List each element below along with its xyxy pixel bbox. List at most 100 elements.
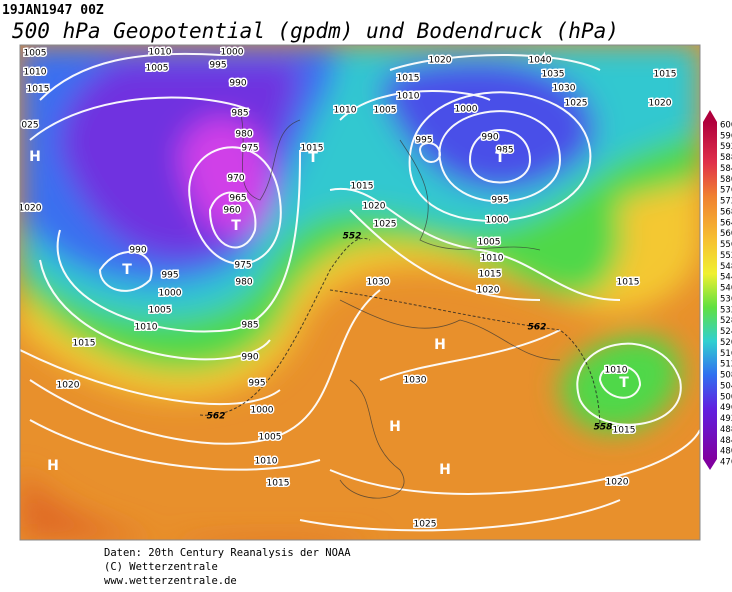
isobar-label: 1040 xyxy=(529,56,552,66)
isobar-label: 980 xyxy=(235,278,252,288)
isobar-label: 025 xyxy=(21,121,38,131)
isobar-label: 995 xyxy=(248,379,265,389)
isobar-label: 1005 xyxy=(149,306,172,316)
isobar-label: 1010 xyxy=(397,92,420,102)
isobar-label: 1015 xyxy=(301,144,324,154)
isobar-label: 990 xyxy=(229,79,246,89)
isobar-label: 985 xyxy=(496,146,513,156)
isobar-label: 990 xyxy=(481,133,498,143)
contour-label: 552 xyxy=(343,232,362,242)
colorbar-tick-label: 492 xyxy=(720,414,732,424)
isobar-label: 975 xyxy=(241,144,258,154)
isobar-label: 1020 xyxy=(606,478,629,488)
map-title: 500 hPa Geopotential (gpdm) und Bodendru… xyxy=(12,19,619,43)
colorbar-tick-label: 516 xyxy=(720,349,732,359)
isobar-label: 1030 xyxy=(553,84,576,94)
contour-label: 562 xyxy=(207,412,226,422)
colorbar-tick-label: 504 xyxy=(720,381,732,391)
isobar-label: 1010 xyxy=(481,254,504,264)
isobar-label: 1015 xyxy=(73,339,96,349)
isobar-label: 985 xyxy=(231,109,248,119)
colorbar-tick-label: 484 xyxy=(720,436,732,446)
colorbar-tick-label: 532 xyxy=(720,305,732,315)
pressure-center: T xyxy=(495,150,505,166)
footer-line: (C) Wetterzentrale xyxy=(104,561,218,573)
isobar-label: 1000 xyxy=(221,48,244,58)
footer-line: Daten: 20th Century Reanalysis der NOAA xyxy=(104,547,351,559)
isobar-label: 990 xyxy=(241,353,258,363)
colorbar-tick-label: 572 xyxy=(720,197,732,207)
pressure-center: T xyxy=(231,218,241,234)
isobar-label: 1030 xyxy=(404,376,427,386)
footer-line: www.wetterzentrale.de xyxy=(104,575,237,587)
colorbar: 6005965925885845805765725685645605565525… xyxy=(703,110,732,470)
colorbar-tick-label: 600 xyxy=(720,121,732,131)
colorbar-tick-label: 544 xyxy=(720,273,732,283)
colorbar-tick-label: 552 xyxy=(720,251,732,261)
isobar-label: 1000 xyxy=(486,216,509,226)
colorbar-tick-label: 592 xyxy=(720,142,732,152)
isobar-label: 1030 xyxy=(367,278,390,288)
isobar-label: 1010 xyxy=(605,366,628,376)
isobar-label: 1005 xyxy=(259,433,282,443)
isobar-label: 1015 xyxy=(479,270,502,280)
isobar-label: 990 xyxy=(129,246,146,256)
colorbar-tick-label: 536 xyxy=(720,294,732,304)
colorbar-tick-label: 580 xyxy=(720,175,732,185)
pressure-center: H xyxy=(47,458,59,474)
contour-label: 558 xyxy=(594,423,613,433)
isobar-label: 1005 xyxy=(478,238,501,248)
colorbar-tick-label: 480 xyxy=(720,447,732,457)
isobar-label: 995 xyxy=(209,61,226,71)
isobar-label: 995 xyxy=(491,196,508,206)
colorbar-tick-label: 584 xyxy=(720,164,732,174)
colorbar-tick-label: 596 xyxy=(720,131,732,141)
isobar-label: 1005 xyxy=(374,106,397,116)
isobar-label: 1005 xyxy=(146,64,169,74)
isobar-label: 1015 xyxy=(654,70,677,80)
pressure-center: T xyxy=(619,375,629,391)
colorbar-tick-label: 476 xyxy=(720,458,732,468)
isobar-label: 965 xyxy=(229,194,246,204)
isobar-label: 1010 xyxy=(255,457,278,467)
colorbar-tick-label: 548 xyxy=(720,262,732,272)
colorbar-tick-label: 560 xyxy=(720,229,732,239)
isobar-label: 1025 xyxy=(374,220,397,230)
isobar-label: 975 xyxy=(234,261,251,271)
isobar-label: 1020 xyxy=(19,204,42,214)
isobar-label: 1015 xyxy=(27,85,50,95)
isobar-label: 1000 xyxy=(251,406,274,416)
colorbar-tick-label: 588 xyxy=(720,153,732,163)
isobar-label: 1000 xyxy=(159,289,182,299)
isobar-label: 1035 xyxy=(542,70,565,80)
isobar-label: 1020 xyxy=(649,99,672,109)
map-date: 19JAN1947 00Z xyxy=(2,3,104,18)
colorbar-tick-label: 496 xyxy=(720,403,732,413)
pressure-center: T xyxy=(308,150,318,166)
isobar-label: 980 xyxy=(235,130,252,140)
colorbar-tick-label: 568 xyxy=(720,207,732,217)
colorbar-tick-label: 576 xyxy=(720,186,732,196)
contour-label: 562 xyxy=(528,323,547,333)
colorbar-tick-label: 540 xyxy=(720,284,732,294)
pressure-center: H xyxy=(434,337,446,353)
isobar-label: 1025 xyxy=(565,99,588,109)
isobar-label: 1015 xyxy=(613,426,636,436)
isobar-label: 1000 xyxy=(455,105,478,115)
isobar-label: 995 xyxy=(161,271,178,281)
isobar-label: 1015 xyxy=(267,479,290,489)
colorbar-tick-label: 512 xyxy=(720,360,732,370)
pressure-center: T xyxy=(122,262,132,278)
colorbar-tick-label: 508 xyxy=(720,371,732,381)
isobar-label: 1010 xyxy=(24,68,47,78)
isobar-label: 1020 xyxy=(477,286,500,296)
isobar-label: 1015 xyxy=(617,278,640,288)
pressure-center: H xyxy=(439,462,451,478)
pressure-center: H xyxy=(29,149,41,165)
isobar-label: 1020 xyxy=(57,381,80,391)
colorbar-tick-label: 488 xyxy=(720,425,732,435)
isobar-label: 985 xyxy=(241,321,258,331)
isobar-label: 1010 xyxy=(334,106,357,116)
